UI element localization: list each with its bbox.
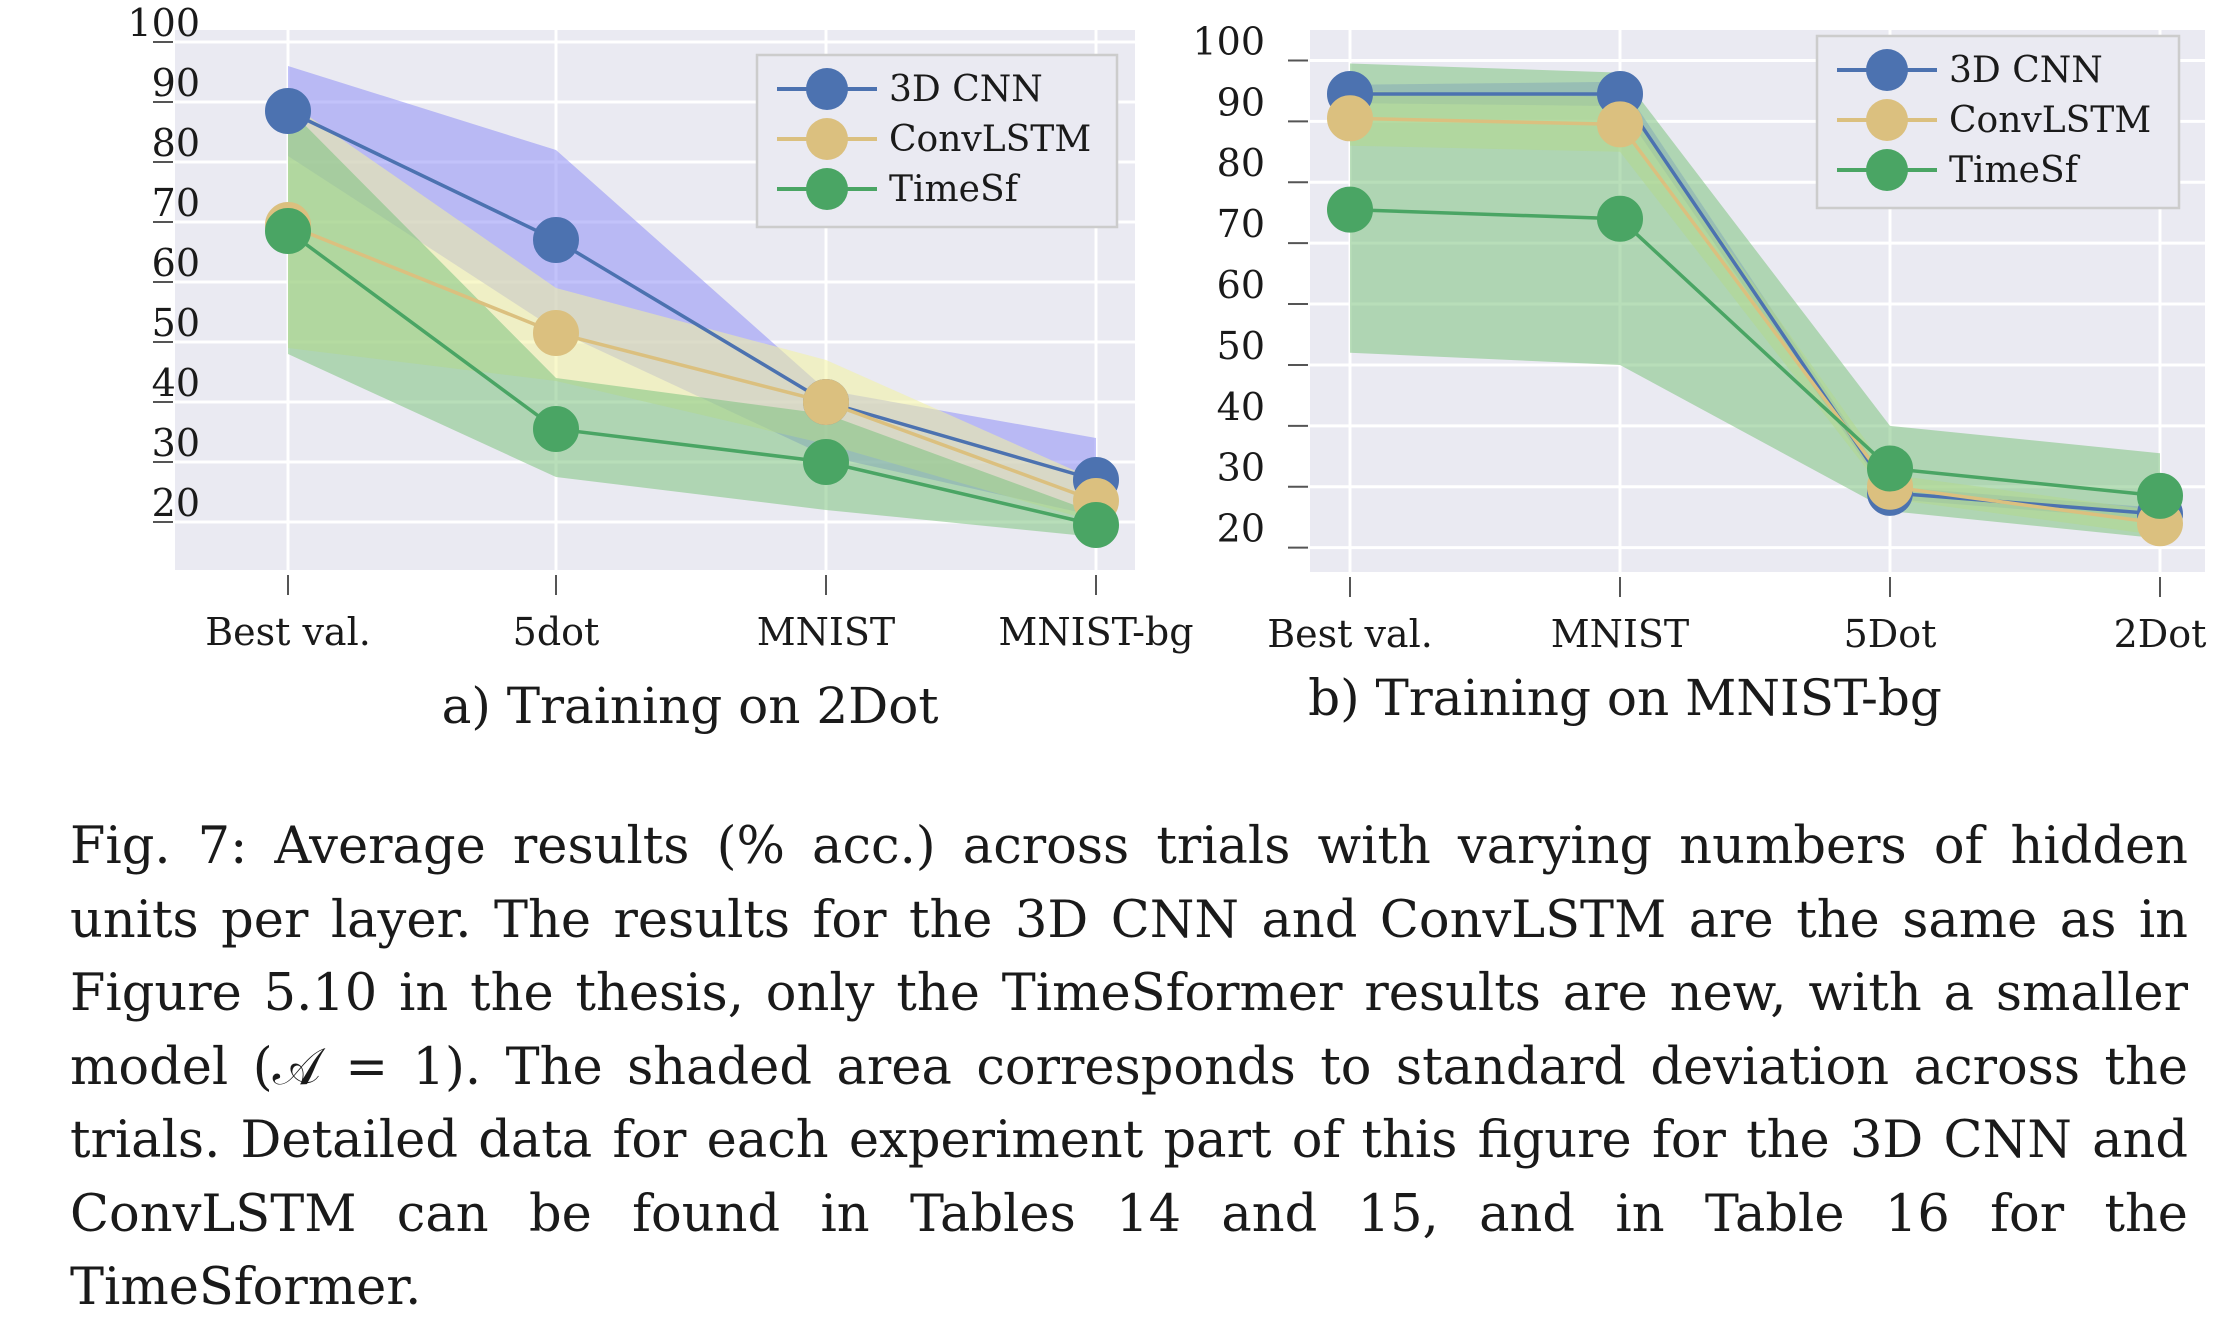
chart-b: 20 30 40 50 60 70 80 90 100 Best val. MNIST 5Dot 2Do… <box>1192 19 2206 727</box>
legend-marker-3d-cnn <box>1866 49 1908 91</box>
chart-title-a: a) Training on 2Dot <box>442 677 939 735</box>
x-tick-label: Best val. <box>1267 612 1433 656</box>
std-band-timesf <box>288 108 1096 537</box>
y-tick-label: 80 <box>152 121 200 165</box>
legend-label-3d-cnn: 3D CNN <box>1949 50 2103 91</box>
x-tick-label: Best val. <box>205 610 371 654</box>
y-tick-label: 60 <box>1217 263 1265 307</box>
data-point-timesf <box>2137 472 2183 519</box>
legend-marker-timesf <box>1866 149 1908 191</box>
data-point-timesf <box>265 208 311 254</box>
y-tick-label: 90 <box>152 61 200 105</box>
series-line-timesf <box>1349 207 2161 498</box>
legend-marker-3d-cnn <box>806 68 848 110</box>
series-line-3d-cnn <box>287 109 1097 482</box>
y-tick-label: 20 <box>152 481 200 525</box>
legend-marker-timesf <box>806 168 848 210</box>
data-point-timesf <box>1073 502 1119 548</box>
data-point-convlstm <box>1327 95 1373 142</box>
figure-svg: 20 30 40 50 60 70 80 90 100 Best val. 5dot MNIST MNI… <box>127 1 2206 735</box>
y-tick-label: 80 <box>1217 141 1265 185</box>
legend-label-timesf: TimeSf <box>1949 150 2081 191</box>
x-tick-label: 2Dot <box>2114 612 2207 656</box>
data-point-3d-cnn <box>533 217 579 263</box>
data-point-timesf <box>533 406 579 452</box>
y-tick-label: 60 <box>152 241 200 285</box>
std-band-convlstm <box>288 102 1096 522</box>
data-point-timesf <box>1597 195 1643 242</box>
y-tick-label: 40 <box>152 361 200 405</box>
data-point-3d-cnn <box>265 88 311 134</box>
figure: 20 30 40 50 60 70 80 90 100 Best val. 5dot MNIST MNI… <box>127 1 2206 735</box>
y-tick-label: 100 <box>1192 19 1265 63</box>
data-point-timesf <box>803 439 849 485</box>
x-tick-label: MNIST-bg <box>998 610 1193 654</box>
legend-label-timesf: TimeSf <box>889 169 1021 210</box>
y-tick-label: 20 <box>1217 507 1265 551</box>
y-tick-label: 30 <box>1217 446 1265 490</box>
y-tick-label: 50 <box>152 301 200 345</box>
y-tick-label: 90 <box>1217 80 1265 124</box>
y-tick-label: 70 <box>1217 202 1265 246</box>
figure-caption: Fig. 7: Average results (% acc.) across … <box>70 817 2188 1317</box>
series-line-timesf <box>286 229 1097 527</box>
legend-label-convlstm: ConvLSTM <box>889 119 1091 160</box>
data-point-convlstm <box>533 310 579 356</box>
x-tick-label: 5dot <box>513 610 600 654</box>
y-tick-label: 50 <box>1217 324 1265 368</box>
x-tick-label: 5Dot <box>1844 612 1937 656</box>
x-tick-label: MNIST <box>757 610 896 654</box>
data-point-timesf <box>1327 186 1373 233</box>
legend-marker-convlstm <box>1866 99 1908 141</box>
y-tick-label: 30 <box>152 421 200 465</box>
series-line-convlstm <box>287 223 1097 503</box>
y-tick-label: 40 <box>1217 385 1265 429</box>
legend-label-convlstm: ConvLSTM <box>1949 100 2151 141</box>
legend-label-3d-cnn: 3D CNN <box>889 69 1043 110</box>
y-tick-label: 100 <box>127 1 200 45</box>
std-band-timesf <box>1350 63 2160 539</box>
data-point-convlstm <box>803 379 849 425</box>
series-line-convlstm <box>1349 116 2161 526</box>
legend-marker-convlstm <box>806 118 848 160</box>
chart-a: 20 30 40 50 60 70 80 90 100 Best val. 5dot MNIST MNI… <box>127 1 1193 735</box>
data-point-convlstm <box>1597 101 1643 148</box>
x-tick-label: MNIST <box>1551 612 1690 656</box>
y-tick-label: 70 <box>152 181 200 225</box>
data-point-timesf <box>1867 445 1913 492</box>
chart-title-b: b) Training on MNIST-bg <box>1308 669 1942 727</box>
